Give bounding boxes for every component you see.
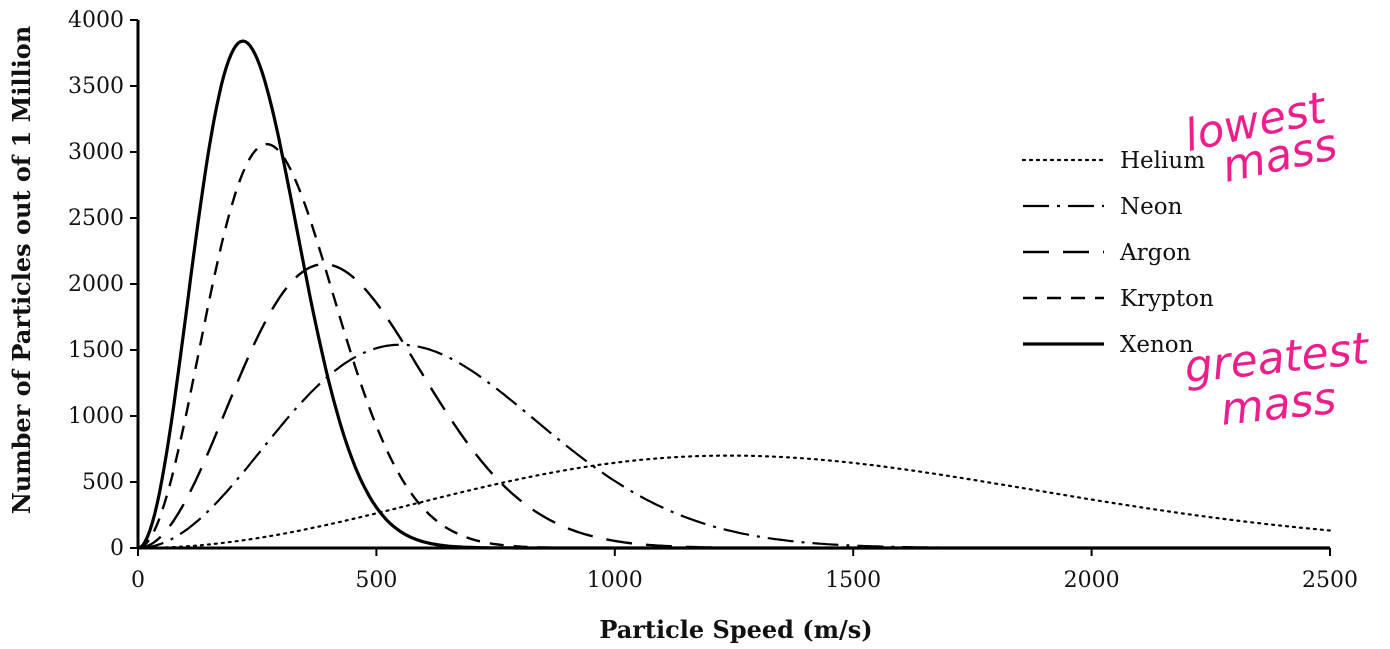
legend-label-argon: Argon — [1119, 240, 1191, 266]
annotation-greatest: greatest mass — [1182, 322, 1390, 439]
legend-label-neon: Neon — [1120, 194, 1183, 220]
x-axis-title: Particle Speed (m/s) — [599, 615, 872, 644]
legend-label-xenon: Xenon — [1120, 332, 1194, 358]
y-tick-label: 3500 — [68, 74, 124, 99]
x-tick-label: 1000 — [587, 568, 643, 593]
series-line-helium — [136, 454, 1332, 550]
series-lines — [136, 39, 1332, 550]
x-tick-label: 500 — [355, 568, 397, 593]
annotations: lowest mass greatest mass — [1180, 80, 1390, 439]
y-tick-label: 1000 — [68, 404, 124, 429]
legend: Helium Neon Argon Krypton Xenon — [1021, 148, 1214, 358]
y-tick-label: 500 — [82, 470, 124, 495]
y-tick-label: 2500 — [68, 206, 124, 231]
annotation-lowest: lowest mass — [1180, 80, 1351, 200]
y-ticks: 0 500 1000 1500 2000 2500 3000 3500 4000 — [68, 8, 138, 561]
x-tick-label: 0 — [131, 568, 145, 593]
series-line-neon — [138, 343, 1330, 550]
x-tick-label: 2500 — [1302, 568, 1358, 593]
y-tick-label: 4000 — [68, 8, 124, 33]
y-tick-label: 1500 — [68, 338, 124, 363]
x-tick-label: 1500 — [825, 568, 881, 593]
x-tick-label: 2000 — [1064, 568, 1120, 593]
y-tick-label: 3000 — [68, 140, 124, 165]
y-tick-label: 2000 — [68, 272, 124, 297]
y-axis-title: Number of Particles out of 1 Million — [7, 26, 36, 514]
axes — [136, 20, 1330, 550]
annotation-greatest-line2: mass — [1218, 373, 1338, 436]
y-tick-label: 0 — [110, 536, 124, 561]
legend-label-helium: Helium — [1120, 148, 1205, 174]
x-ticks: 0 500 1000 1500 2000 2500 — [131, 548, 1358, 593]
series-line-xenon — [137, 39, 1330, 550]
legend-label-krypton: Krypton — [1120, 286, 1214, 312]
